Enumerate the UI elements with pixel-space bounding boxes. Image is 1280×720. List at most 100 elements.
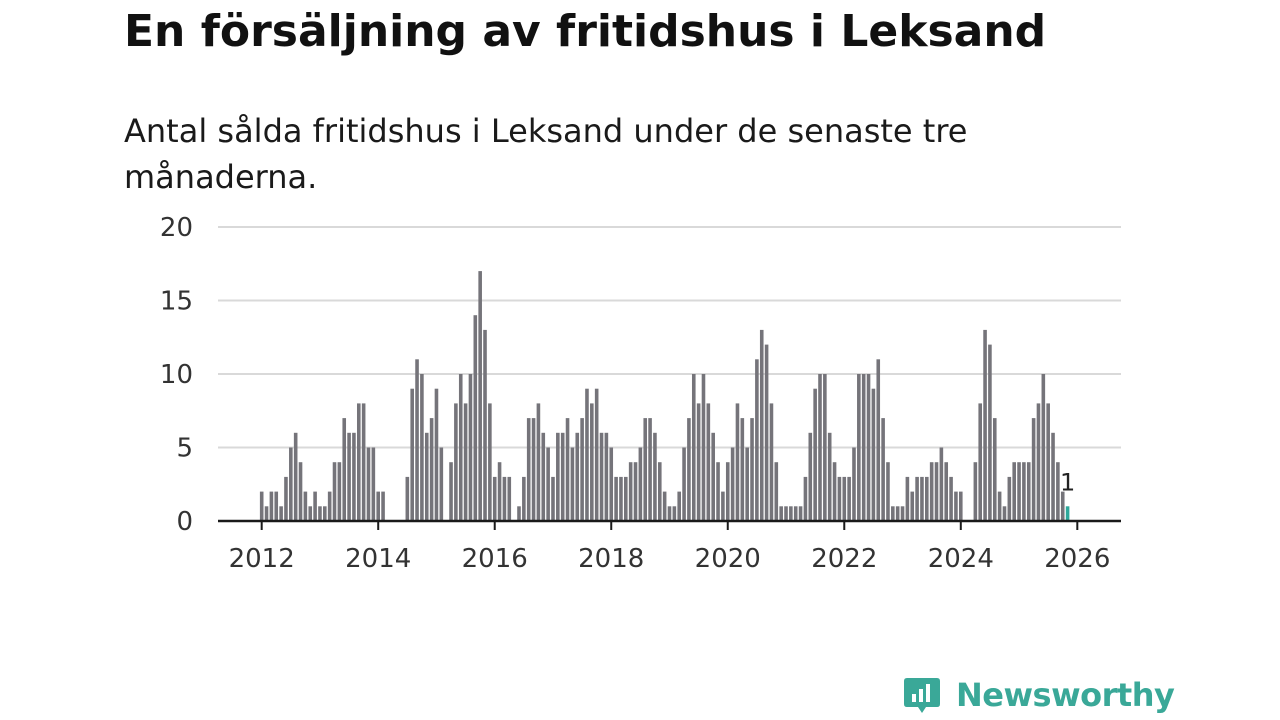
bar-2023-08 [934, 462, 939, 521]
bar-2020-09 [764, 344, 769, 521]
x-tick-label-2018: 2018 [578, 544, 644, 574]
bar-2015-02 [439, 447, 444, 521]
bar-2020-06 [750, 418, 754, 521]
bar-2022-08 [876, 359, 881, 521]
bar-2024-07 [988, 344, 992, 521]
bar-2019-12 [721, 491, 725, 521]
bar-2018-09 [648, 418, 652, 521]
bar-2015-04 [449, 462, 453, 521]
bar-2024-01 [958, 491, 963, 521]
bar-2018-10 [653, 432, 657, 521]
bar-2014-11 [424, 432, 429, 521]
bar-2023-03 [910, 491, 915, 521]
bar-2016-03 [502, 476, 507, 521]
bar-2019-04 [682, 447, 686, 521]
bar-2017-06 [575, 432, 580, 521]
bar-2018-06 [633, 462, 638, 521]
y-tick-label-10: 10 [160, 360, 193, 390]
bar-2015-05 [454, 403, 458, 521]
bar-2018-11 [657, 462, 662, 521]
bar-2014-09 [415, 359, 419, 521]
bar-2023-02 [905, 476, 910, 521]
bar-2015-01 [434, 388, 439, 521]
bar-2014-02 [381, 491, 385, 521]
bar-2025-10 [1060, 491, 1065, 521]
bar-2022-07 [871, 388, 876, 521]
bar-2017-10 [594, 388, 599, 521]
bars [259, 271, 1070, 521]
bar-2012-12 [313, 491, 317, 521]
bar-2020-04 [740, 418, 745, 521]
bar-2020-12 [779, 506, 783, 521]
x-tick-label-2012: 2012 [229, 544, 295, 574]
bar-2012-11 [308, 506, 313, 521]
bar-2012-03 [269, 491, 274, 521]
bar-2019-10 [711, 432, 715, 521]
bar-2023-01 [900, 506, 905, 521]
bar-2020-11 [774, 462, 779, 521]
annotations: 1 [1060, 468, 1075, 496]
bar-2018-03 [619, 476, 623, 521]
bar-2022-01 [842, 476, 847, 521]
bar-2017-09 [590, 403, 594, 521]
bar-2023-04 [915, 476, 919, 521]
bar-2019-01 [667, 506, 672, 521]
y-tick-label-0: 0 [176, 507, 193, 537]
bar-2013-11 [366, 447, 371, 521]
bar-2020-01 [725, 462, 730, 521]
bar-2013-12 [371, 447, 376, 521]
bar-2020-05 [745, 447, 749, 521]
bar-2019-07 [696, 403, 701, 521]
bar-2016-12 [546, 447, 550, 521]
x-tick-label-2026: 2026 [1044, 544, 1110, 574]
bar-2021-08 [818, 374, 822, 521]
bar-2016-01 [492, 476, 497, 521]
bar-2024-11 [1007, 476, 1012, 521]
bar-2012-01 [259, 491, 264, 521]
bar-2013-07 [347, 432, 351, 521]
bar-2020-03 [735, 403, 740, 521]
bar-2012-02 [264, 506, 269, 521]
bar-2022-06 [866, 374, 871, 521]
x-tick-label-2016: 2016 [462, 544, 528, 574]
bar-2022-12 [895, 506, 900, 521]
bar-2017-08 [585, 388, 589, 521]
brand-logo: Newsworthy [902, 670, 1175, 720]
chart-title: En försäljning av fritidshus i Leksand [124, 6, 1047, 57]
bar-2021-02 [789, 506, 793, 521]
bar-2019-05 [687, 418, 691, 521]
bar-2017-05 [570, 447, 575, 521]
bar-2018-05 [628, 462, 633, 521]
bar-2015-10 [478, 271, 482, 521]
bar-2013-10 [361, 403, 366, 521]
brand-name: Newsworthy [956, 676, 1175, 714]
bar-2016-09 [531, 418, 536, 521]
bar-2019-06 [691, 374, 696, 521]
bar-2022-09 [881, 418, 885, 521]
bar-2025-04 [1031, 418, 1036, 521]
bar-2013-03 [327, 491, 332, 521]
bar-2017-11 [599, 432, 604, 521]
bar-2014-08 [410, 388, 414, 521]
bar-2021-03 [793, 506, 798, 521]
bar-2015-12 [488, 403, 492, 521]
bar-2021-01 [784, 506, 788, 521]
bar-2021-05 [803, 476, 808, 521]
bar-2020-10 [769, 403, 774, 521]
bar-2013-06 [342, 418, 347, 521]
bar-2019-11 [716, 462, 720, 521]
bar-2024-05 [978, 403, 982, 521]
bar-2024-04 [973, 462, 978, 521]
bar-2023-11 [949, 476, 953, 521]
bar-2025-03 [1026, 462, 1031, 521]
bar-2013-04 [332, 462, 337, 521]
bar-2020-07 [755, 359, 759, 521]
bar-2024-08 [992, 418, 997, 521]
bar-2017-03 [560, 432, 565, 521]
bar-2024-10 [1002, 506, 1007, 521]
bar-2013-09 [356, 403, 361, 521]
bar-2022-11 [891, 506, 895, 521]
bar-2025-11 [1065, 506, 1070, 521]
bar-2024-06 [983, 329, 987, 521]
bar-2014-10 [420, 374, 424, 521]
